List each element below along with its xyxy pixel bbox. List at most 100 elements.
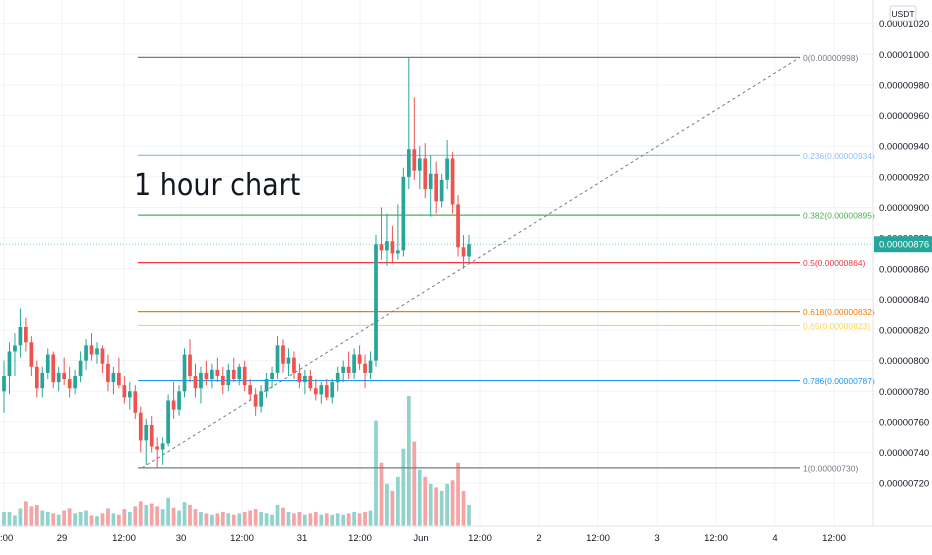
volume-bar: [379, 462, 384, 526]
candle-body: [84, 345, 88, 361]
volume-bar: [450, 480, 455, 526]
current-price-tag: 0.00000876: [0, 236, 932, 253]
chart-annotation: 1 hour chart: [134, 168, 300, 203]
candle-body: [160, 443, 165, 450]
volume-bar: [335, 513, 340, 526]
time-axis[interactable]: 2:00 29 12:00 30 12:00 31 12:00 Jun 12:00 2 12:00 3…: [0, 533, 846, 544]
volume-bar: [188, 504, 192, 526]
volume-bar: [292, 513, 296, 526]
volume-bar: [204, 513, 209, 526]
volume-bar: [297, 511, 302, 526]
candle-body: [199, 372, 203, 389]
fib-level-label: 0.65(0.00000823): [803, 321, 870, 331]
candle-body: [237, 366, 242, 380]
candle-body: [188, 354, 192, 376]
volume-bar: [40, 510, 45, 526]
candle-body: [259, 391, 263, 407]
y-tick-label: 0.00000760: [879, 417, 929, 428]
volume-bar: [385, 483, 389, 526]
y-tick-label: 0.00000960: [879, 111, 929, 122]
volume-bar: [406, 396, 411, 526]
volume-bar: [231, 514, 236, 526]
volume-bar: [303, 514, 307, 526]
candle-body: [324, 385, 329, 398]
volume-bar: [357, 513, 362, 526]
candle-body: [51, 354, 56, 383]
volume-bars: [2, 396, 471, 526]
candle-body: [133, 391, 138, 413]
x-tick-label: 30: [176, 533, 187, 544]
x-tick-label: 12:00: [586, 533, 610, 544]
volume-bar: [73, 513, 77, 526]
candle-body: [7, 351, 12, 376]
candle-body: [18, 326, 23, 346]
y-tick-label: 0.00001000: [879, 50, 929, 61]
candle-body: [363, 363, 367, 373]
candle-body: [155, 446, 160, 450]
volume-bar: [445, 483, 449, 526]
candle-body: [62, 372, 67, 380]
volume-bar: [45, 511, 50, 526]
candle-body: [417, 158, 422, 171]
volume-bar: [24, 501, 28, 526]
x-tick-label: Jun: [413, 533, 428, 544]
candle-body: [117, 372, 121, 386]
volume-bar: [259, 511, 263, 526]
candle-body: [67, 379, 72, 389]
candle-body: [56, 372, 61, 383]
candle-body: [270, 372, 274, 380]
candle-body: [357, 354, 362, 364]
candlesticks: [2, 57, 471, 468]
candle-body: [346, 366, 351, 373]
candle-body: [122, 385, 127, 398]
volume-bar: [439, 490, 444, 526]
candle-body: [171, 400, 176, 410]
candle-body: [352, 354, 356, 373]
candle-body: [428, 173, 433, 190]
currency-badge[interactable]: USDT: [889, 5, 917, 22]
candle-body: [281, 345, 285, 364]
candle-body: [100, 348, 105, 364]
candle-body: [308, 375, 313, 389]
volume-bar: [390, 490, 395, 526]
y-tick-label: 0.00000940: [879, 142, 929, 153]
volume-bar: [396, 476, 400, 526]
fib-level-label: 0(0.00000998): [803, 53, 858, 63]
candle-body: [379, 244, 384, 251]
volume-bar: [417, 469, 422, 526]
candle-body: [231, 369, 236, 380]
candle-body: [220, 375, 225, 386]
candle-body: [330, 382, 335, 398]
volume-bar: [456, 462, 460, 526]
volume-bar: [461, 490, 466, 526]
x-tick-label: 29: [57, 533, 68, 544]
volume-bar: [467, 504, 471, 526]
candle-body: [450, 158, 455, 205]
candle-body: [412, 149, 417, 171]
y-tick-label: 0.00000820: [879, 326, 929, 337]
volume-bar: [177, 510, 181, 526]
volume-bar: [84, 510, 88, 526]
volume-bar: [95, 516, 99, 526]
candle-body: [248, 385, 253, 395]
volume-bar: [182, 502, 187, 526]
volume-bar: [242, 511, 247, 526]
y-tick-label: 0.00000860: [879, 264, 929, 275]
volume-bar: [106, 508, 110, 526]
volume-bar: [264, 513, 269, 526]
volume-bar: [193, 509, 198, 526]
candle-body: [24, 326, 28, 343]
candle-body: [106, 363, 110, 383]
price-axis[interactable]: 0.00001020 0.00001000 0.00000980 0.00000960…: [879, 19, 929, 490]
volume-bar: [7, 511, 12, 526]
candle-body: [89, 345, 94, 355]
candle-body: [434, 173, 439, 202]
y-tick-label: 0.00000900: [879, 203, 929, 214]
volume-bar: [319, 514, 324, 526]
candle-body: [406, 149, 411, 177]
volume-bar: [199, 511, 203, 526]
candle-body: [341, 366, 346, 373]
x-tick-label: 3: [654, 533, 659, 544]
volume-bar: [117, 514, 121, 526]
